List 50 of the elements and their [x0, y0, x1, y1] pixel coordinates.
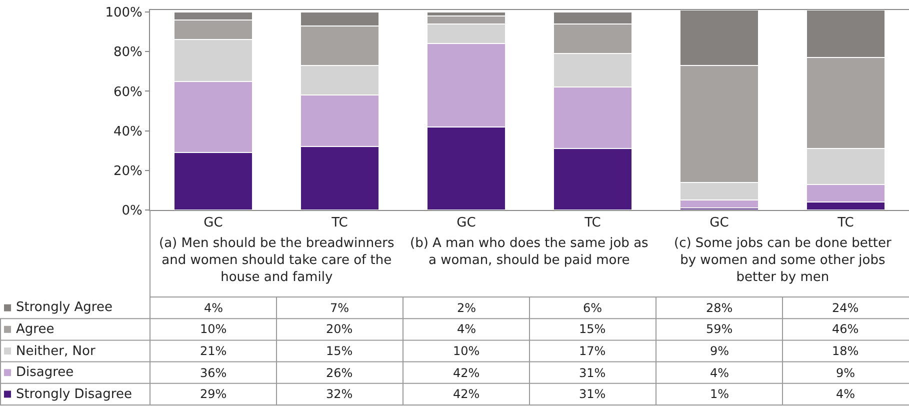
y-tick-label: 20% [113, 164, 142, 179]
data-label: 9% [836, 366, 856, 380]
data-label: 4% [836, 387, 856, 401]
x-tick-label: TC [836, 216, 854, 231]
legend-label: Strongly Agree [16, 300, 112, 315]
data-label: 17% [579, 344, 606, 358]
y-tick-label: 100% [105, 6, 142, 21]
data-label: 26% [326, 366, 353, 380]
data-label: 24% [832, 301, 859, 315]
data-label: 42% [453, 387, 480, 401]
data-label: 10% [453, 344, 480, 358]
data-label: 31% [579, 366, 606, 380]
data-label: 46% [832, 322, 859, 336]
data-label: 59% [706, 322, 733, 336]
data-label: 4% [710, 366, 730, 380]
data-label: 2% [457, 301, 476, 315]
data-label: 21% [200, 344, 227, 358]
x-tick-label: GC [710, 216, 729, 231]
data-label: 7% [330, 301, 350, 315]
data-label: 4% [204, 301, 224, 315]
data-label: 28% [706, 301, 733, 315]
data-label: 15% [579, 322, 606, 336]
data-label: 4% [457, 322, 476, 336]
data-label: 42% [453, 366, 480, 380]
y-tick-label: 40% [113, 124, 142, 140]
data-label: 6% [583, 301, 602, 315]
y-tick-label: 80% [113, 45, 142, 60]
legend-label: Neither, Nor [16, 344, 96, 359]
text: (a) Men should be the breadwinners and women should take care of the house and family [159, 236, 394, 285]
data-label: 36% [200, 366, 227, 380]
data-label: 10% [200, 322, 227, 336]
legend-label: Agree [16, 322, 54, 337]
data-label: 29% [200, 387, 227, 401]
data-label: 1% [710, 387, 730, 401]
data-label: 31% [579, 387, 606, 401]
data-label: 15% [326, 344, 353, 358]
text: (c) Some jobs can be done better by women and some other jobs better by men [674, 236, 892, 285]
data-label: 32% [326, 387, 353, 401]
x-tick-label: GC [204, 216, 223, 231]
legend-label: Disagree [16, 365, 74, 380]
text: (b) A man who does the same job as a woman, should be paid more [410, 236, 649, 268]
y-tick-label: 0% [122, 204, 142, 219]
data-label: 20% [326, 322, 353, 336]
x-tick-label: TC [330, 216, 348, 231]
y-tick-label: 60% [113, 84, 142, 100]
data-label: 9% [710, 344, 730, 358]
x-tick-label: GC [456, 216, 476, 231]
data-label: 18% [832, 344, 859, 358]
x-tick-label: TC [584, 216, 601, 231]
legend-label: Strongly Disagree [16, 387, 132, 402]
